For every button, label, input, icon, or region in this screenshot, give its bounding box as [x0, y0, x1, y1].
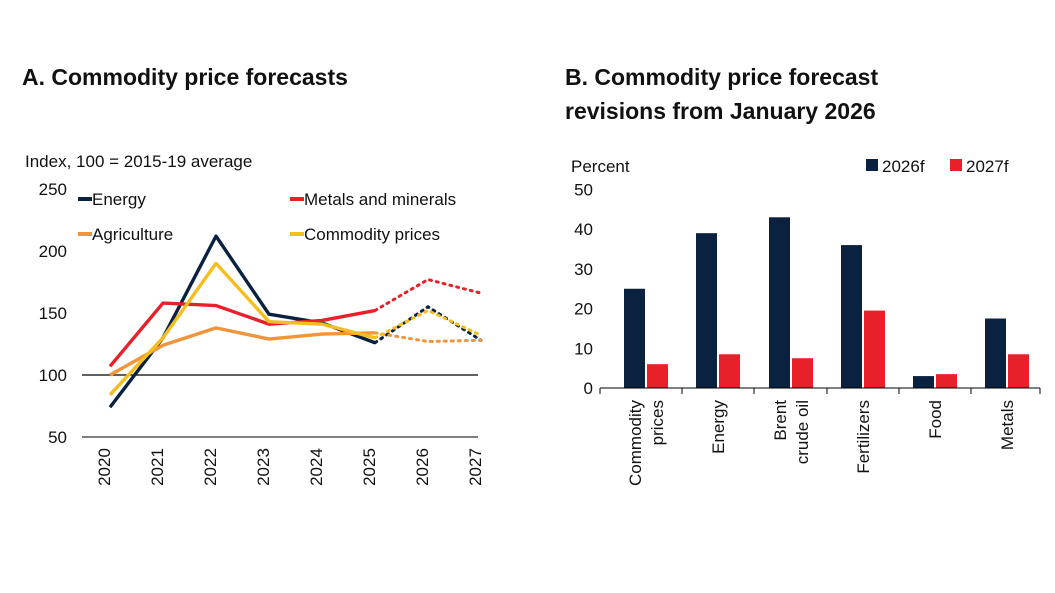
legend-label: 2027f [966, 157, 1009, 176]
chart-b-title: B. Commodity price forecast revisions fr… [565, 64, 879, 124]
bar [647, 364, 668, 388]
chart-b-y-unit: Percent [571, 157, 630, 176]
series-line-actual [108, 261, 376, 396]
y-tick-label: 150 [39, 304, 67, 323]
legend-swatch [950, 159, 962, 171]
legend-swatch [866, 159, 878, 171]
y-tick-label: 200 [39, 242, 67, 261]
x-tick-label: 2025 [360, 448, 379, 486]
category-label: Energy [709, 400, 728, 454]
bar [1008, 354, 1029, 388]
bar [792, 358, 813, 388]
series-line-forecast [373, 305, 483, 345]
chart-a-line-chart: 50 100 150 200 250 2020 2021 2022 2023 2024 2025 20… [39, 180, 485, 486]
x-tick-label: 2024 [307, 448, 326, 486]
legend-label: Energy [92, 190, 146, 209]
bar [624, 288, 645, 388]
x-tick-label: 2023 [254, 448, 273, 486]
bar [985, 318, 1006, 388]
series-line-actual [108, 301, 376, 368]
y-tick-label: 10 [574, 339, 593, 358]
bar [719, 354, 740, 388]
category-label: crude oil [793, 400, 812, 464]
bar [841, 245, 862, 388]
chart-a-title: A. Commodity price forecasts [22, 64, 348, 90]
y-tick-label: 30 [574, 260, 593, 279]
y-tick-label: 50 [48, 428, 67, 447]
legend-label: Commodity prices [304, 225, 440, 244]
y-tick-label: 0 [584, 379, 593, 398]
legend-label: Agriculture [92, 225, 173, 244]
bar [936, 374, 957, 388]
series-line-forecast [373, 308, 483, 340]
y-tick-label: 100 [39, 366, 67, 385]
y-tick-label: 40 [574, 220, 593, 239]
y-tick-label: 250 [39, 180, 67, 199]
bar [913, 376, 934, 388]
x-tick-label: 2021 [148, 448, 167, 486]
category-label: Metals [998, 400, 1017, 450]
category-label: Fertilizers [854, 400, 873, 474]
bar [696, 233, 717, 388]
bar [769, 217, 790, 388]
legend-label: Metals and minerals [304, 190, 456, 209]
x-tick-label: 2020 [95, 448, 114, 486]
bar [864, 310, 885, 388]
x-tick-label: 2022 [201, 448, 220, 486]
category-label: Brent [771, 400, 790, 441]
y-tick-label: 50 [574, 181, 593, 200]
category-label: Commodity [626, 400, 645, 486]
y-tick-label: 20 [574, 300, 593, 319]
legend-label: 2026f [882, 157, 925, 176]
series-line-forecast [373, 277, 483, 313]
chart-a-y-unit: Index, 100 = 2015-19 average [25, 152, 253, 171]
category-label: Food [926, 400, 945, 439]
series-line-actual [109, 326, 376, 377]
x-tick-label: 2026 [413, 448, 432, 486]
x-tick-label: 2027 [466, 448, 485, 486]
category-label: prices [648, 400, 667, 445]
